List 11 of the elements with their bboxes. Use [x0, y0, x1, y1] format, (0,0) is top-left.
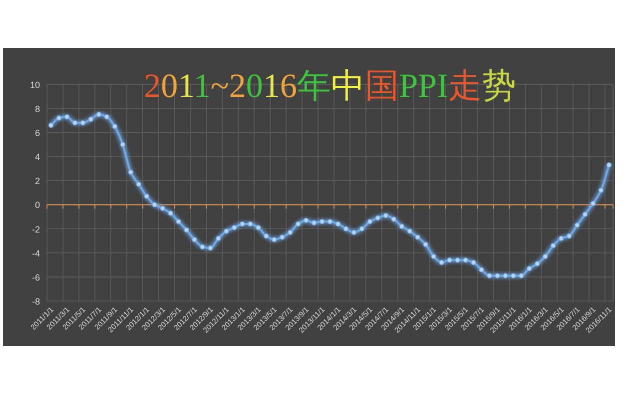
y-tick-label: -8	[32, 296, 40, 306]
y-tick-label: 4	[34, 152, 40, 162]
y-tick-label: 10	[30, 80, 40, 90]
y-tick-label: -6	[32, 272, 40, 282]
y-tick-label: -2	[32, 224, 40, 234]
y-tick-label: 2	[34, 176, 40, 186]
y-tick-label: -4	[32, 248, 40, 258]
title: 2011~2016年中国PPI走势	[144, 68, 516, 105]
y-tick-label: 0	[34, 200, 40, 210]
y-tick-label: 8	[34, 104, 40, 114]
y-tick-label: 6	[34, 128, 40, 138]
